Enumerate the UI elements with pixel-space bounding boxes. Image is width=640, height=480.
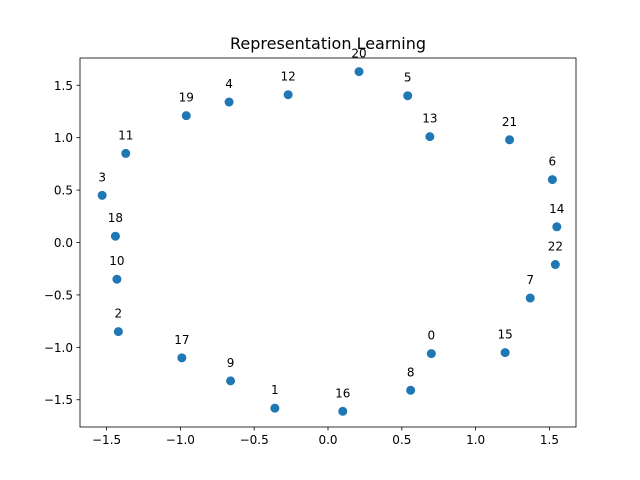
scatter-point-8 [406,385,416,395]
point-label-20: 20 [351,47,366,61]
y-tick-label: 1.5 [54,79,73,93]
point-label-11: 11 [118,128,133,142]
scatter-point-4 [224,97,234,107]
scatter-point-12 [283,90,293,100]
scatter-point-14 [552,222,562,232]
x-tick-label: 1.5 [540,433,559,447]
scatter-point-1 [270,403,280,413]
point-label-5: 5 [404,71,412,85]
scatter-point-11 [121,148,131,158]
point-label-8: 8 [407,365,415,379]
scatter-point-15 [500,348,510,358]
point-label-17: 17 [174,333,189,347]
scatter-point-19 [181,111,191,121]
scatter-point-10 [112,274,122,284]
plot-area-frame [79,57,577,428]
point-label-10: 10 [109,254,124,268]
point-label-12: 12 [281,70,296,84]
scatter-point-0 [426,349,436,359]
point-label-13: 13 [422,112,437,126]
point-label-16: 16 [335,386,350,400]
scatter-point-21 [505,135,515,145]
x-tick-label: 1.0 [466,433,485,447]
y-tick-label: −0.5 [44,288,73,302]
point-label-15: 15 [498,328,513,342]
y-tick-label: −1.5 [44,393,73,407]
x-axis: −1.5 −1.0 −0.5 0.0 0.5 1.0 1.5 [92,427,559,447]
scatter-point-16 [338,406,348,416]
point-label-0: 0 [428,329,436,343]
scatter-point-13 [425,132,435,142]
point-label-7: 7 [526,273,534,287]
scatter-point-18 [110,231,120,241]
y-tick-label: 0.0 [54,236,73,250]
x-tick-label: 0.5 [392,433,411,447]
x-tick-label: 0.0 [318,433,337,447]
point-label-1: 1 [271,383,279,397]
scatter-point-9 [226,376,236,386]
scatter-points [97,67,562,416]
point-label-21: 21 [502,115,517,129]
point-label-6: 6 [549,155,557,169]
scatter-point-22 [550,260,560,270]
scatter-point-7 [525,293,535,303]
scatter-point-6 [547,175,557,185]
scatter-point-17 [177,353,187,363]
y-tick-label: 0.5 [54,184,73,198]
point-label-22: 22 [548,240,563,254]
x-tick-label: −0.5 [240,433,269,447]
point-label-4: 4 [225,77,233,91]
point-label-19: 19 [179,91,194,105]
scatter-point-20 [354,67,364,77]
chart-title: Representation Learning [230,34,426,53]
point-label-2: 2 [115,307,123,321]
y-axis: −1.5 −1.0 −0.5 0.0 0.5 1.0 1.5 [44,79,80,407]
point-label-18: 18 [108,211,123,225]
point-label-3: 3 [98,170,106,184]
y-tick-label: −1.0 [44,341,73,355]
point-label-14: 14 [549,202,564,216]
point-label-9: 9 [227,356,235,370]
x-tick-label: −1.5 [92,433,121,447]
y-tick-label: 1.0 [54,131,73,145]
x-tick-label: −1.0 [166,433,195,447]
scatter-point-2 [113,327,123,337]
scatter-point-5 [403,91,413,101]
scatter-point-3 [97,190,107,200]
